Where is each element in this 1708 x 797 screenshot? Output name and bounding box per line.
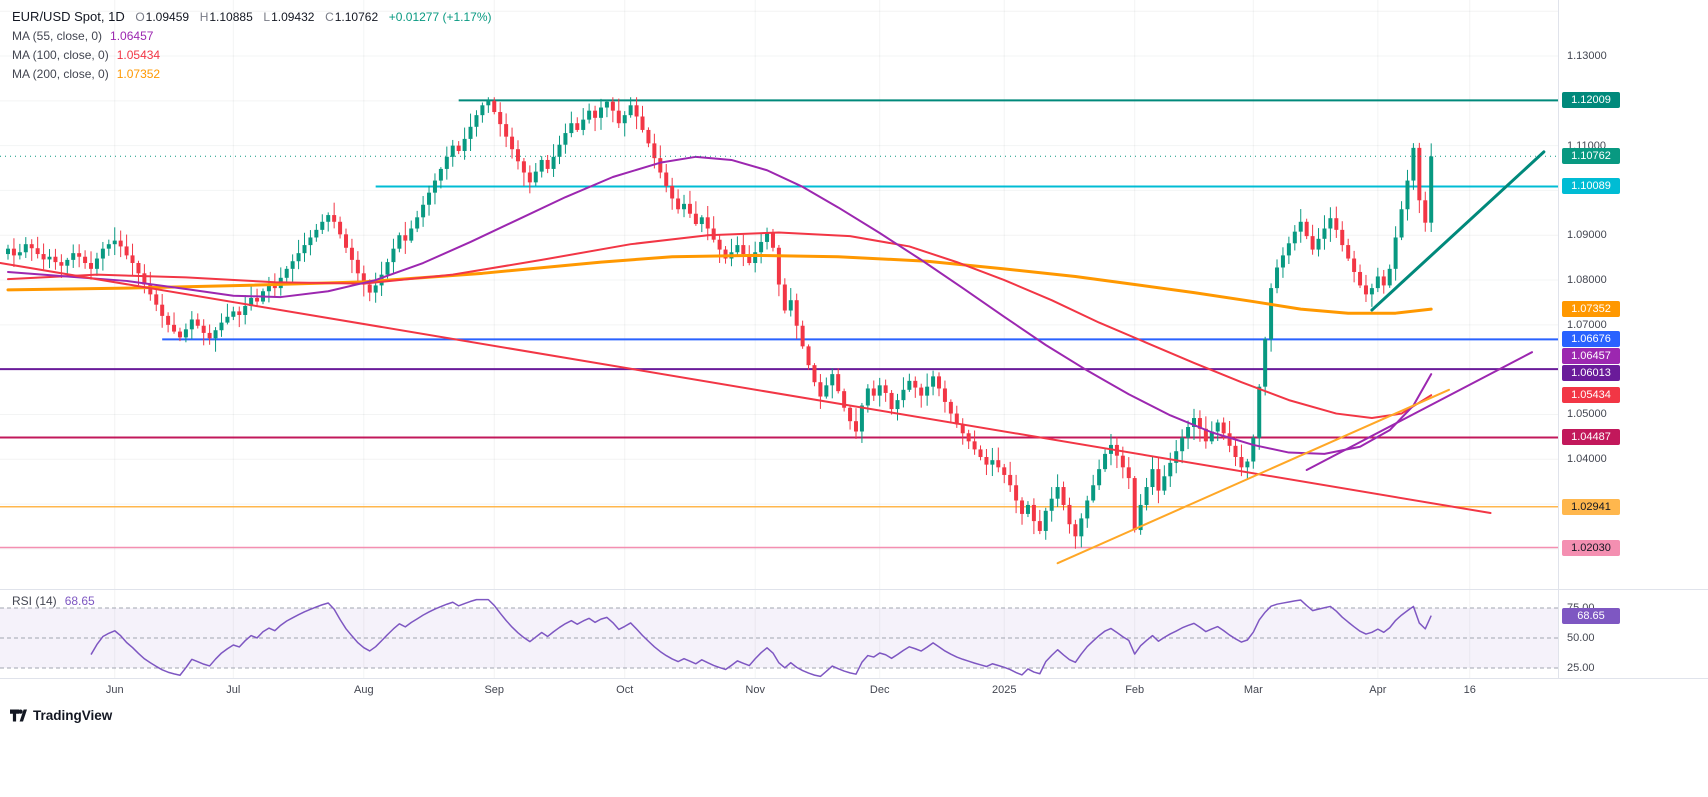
rsi-tick-label: 25.00 [1567,662,1595,674]
price-tick-label: 1.04000 [1567,453,1607,466]
time-axis[interactable]: Jun Jul Aug Sep Oct Nov Dec 2025 Feb Mar Apr 16 [0,679,1708,703]
time-axis-label: Jun [105,684,124,696]
price-chart-canvas[interactable] [0,0,1708,700]
price-tick-label: 1.09000 [1567,229,1607,242]
price-level-badge: 1.10089 [1562,178,1620,195]
time-axis-label: Sep [484,684,505,696]
close-label: C [325,10,334,24]
symbol-legend: EUR/USD Spot, 1D O1.09459 H1.10885 L1.09… [12,8,492,83]
change-value: +0.01277 (+1.17%) [388,10,492,24]
ma100-legend[interactable]: MA (100, close, 0) 1.05434 [12,46,492,64]
ma100-label: MA (100, close, 0) [12,48,109,62]
price-level-badge: 1.05434 [1562,387,1620,403]
time-axis-label: Aug [354,684,374,696]
price-level-badge: 1.02030 [1562,539,1620,556]
symbol-title-row[interactable]: EUR/USD Spot, 1D O1.09459 H1.10885 L1.09… [12,8,492,26]
ma200-label: MA (200, close, 0) [12,67,109,81]
time-axis-label: Nov [745,684,765,696]
high-label: H [199,10,209,24]
price-level-badge: 1.06457 [1562,348,1620,365]
symbol-title[interactable]: EUR/USD Spot, 1D [12,9,125,24]
ma200-value: 1.07352 [116,67,161,81]
rsi-legend[interactable]: RSI (14) 68.65 [12,594,95,608]
price-tick-label: 1.13000 [1567,50,1607,62]
price-tick-label: 1.05000 [1567,408,1607,421]
tradingview-logo-icon [10,709,27,722]
low-label: L [263,10,271,24]
time-axis-label: Jul [226,684,241,696]
high-value: 1.10885 [209,10,253,24]
rsi-value-badge: 68.65 [1562,607,1620,624]
tradingview-wordmark: TradingView [33,708,113,723]
time-axis-label: Mar [1243,684,1263,696]
open-value: 1.09459 [145,10,190,24]
open-label: O [135,10,145,24]
time-axis-label: Oct [616,684,634,696]
time-axis-label: 16 [1463,684,1476,696]
time-axis-label: 2025 [991,684,1017,696]
time-axis-label: Dec [869,684,890,696]
price-level-badge: 1.02941 [1562,498,1620,515]
time-axis-label: Apr [1369,684,1387,696]
low-value: 1.09432 [271,10,315,24]
price-level-badge: 1.12009 [1562,92,1620,109]
ma200-legend[interactable]: MA (200, close, 0) 1.07352 [12,65,492,83]
ma55-label: MA (55, close, 0) [12,29,103,43]
price-axis[interactable]: 1.13000 1.11000 1.09000 1.08000 1.07000 1.050… [0,0,1708,678]
price-level-badge: 1.10762 [1562,148,1620,165]
ma55-value: 1.06457 [110,29,154,43]
ma55-legend[interactable]: MA (55, close, 0) 1.06457 [12,27,492,45]
price-level-badge: 1.06013 [1562,365,1620,382]
time-axis-label: Feb [1125,684,1145,696]
price-tick-label: 1.07000 [1567,318,1607,331]
price-level-badge: 1.04487 [1562,429,1620,446]
tradingview-branding[interactable]: TradingView [10,708,112,723]
price-tick-label: 1.08000 [1567,274,1607,287]
price-level-badge: 1.06676 [1562,331,1620,348]
rsi-tick-label: 50.00 [1567,632,1595,644]
rsi-legend-value: 68.65 [64,594,95,608]
close-value: 1.10762 [334,10,379,24]
price-level-badge: 1.07352 [1562,301,1620,318]
ma100-value: 1.05434 [116,48,161,62]
rsi-label: RSI (14) [12,594,57,608]
